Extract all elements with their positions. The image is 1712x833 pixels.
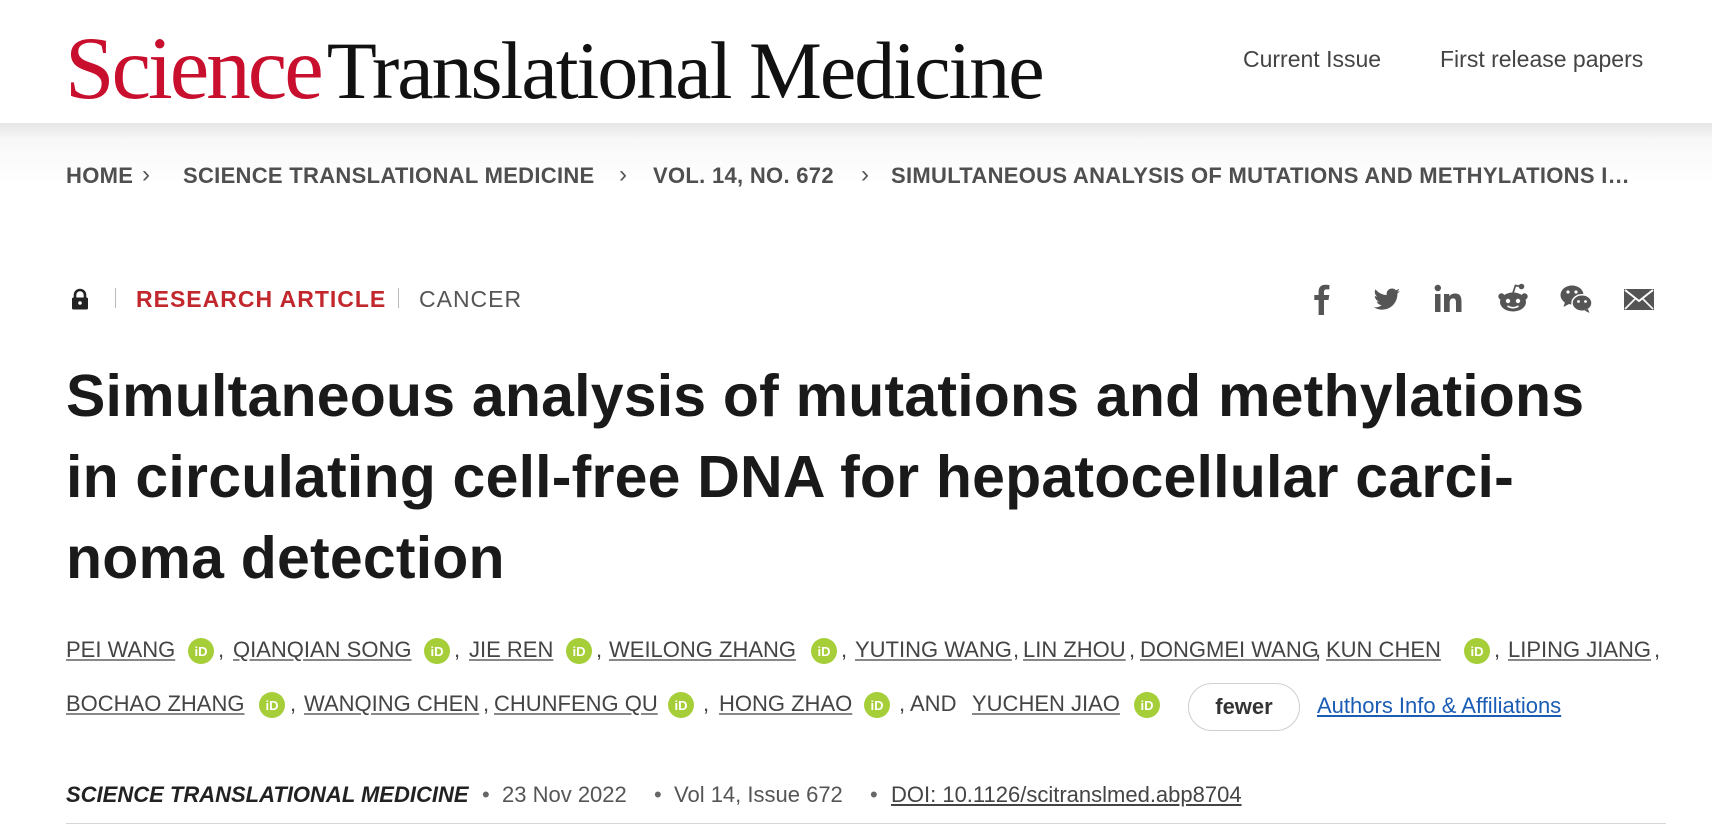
svg-text:iD: iD [871,698,884,713]
site-header: ScienceTranslational Medicine Current Is… [0,0,1712,123]
breadcrumb-home[interactable]: HOME [66,163,134,188]
author-link[interactable]: HONG ZHAO [719,691,853,716]
author-separator: , [218,637,225,662]
citation-separator: • [870,782,878,807]
chevron-right-icon: › [142,163,150,188]
author-separator: , [290,691,297,716]
author-link[interactable]: WEILONG ZHANG [609,637,797,662]
author-separator: , [454,637,461,662]
author-link[interactable]: DONGMEI WANG [1140,637,1319,662]
author-link[interactable]: PEI WANG [66,637,176,662]
orcid-icon[interactable]: iD [259,692,285,718]
author-link[interactable]: WANQING CHEN [304,691,480,716]
article-title: Simultaneous analysis of mutations and m… [66,363,1585,591]
orcid-icon[interactable]: iD [1464,638,1490,664]
orcid-icon[interactable]: iD [188,638,214,664]
journal-logo[interactable]: ScienceTranslational Medicine [65,18,1045,120]
subject-label[interactable]: CANCER [419,286,523,312]
orcid-icon[interactable]: iD [864,692,890,718]
citation-separator: • [654,782,662,807]
author-separator: , [1315,637,1322,662]
doi-link[interactable]: DOI: 10.1126/scitranslmed.abp8704 [891,782,1242,807]
breadcrumb-current-article: SIMULTANEOUS ANALYSIS OF MUTATIONS AND M… [891,163,1630,188]
chevron-right-icon: › [861,163,869,188]
nav-first-release-papers[interactable]: First release papers [1440,46,1644,72]
logo-journal-name: Translational Medicine [326,25,1045,116]
nav-current-issue[interactable]: Current Issue [1243,46,1382,72]
email-icon[interactable] [1622,282,1656,316]
citation-volume-issue[interactable]: Vol 14, Issue 672 [674,782,843,807]
citation-journal[interactable]: SCIENCE TRANSLATIONAL MEDICINE [66,782,469,807]
author-separator: , [1654,637,1661,662]
author-separator: , [703,691,710,716]
orcid-icon[interactable]: iD [1134,692,1160,718]
breadcrumb: HOME › SCIENCE TRANSLATIONAL MEDICINE › … [66,163,1666,193]
orcid-icon[interactable]: iD [668,692,694,718]
author-link[interactable]: LIPING JIANG [1508,637,1652,662]
orcid-icon[interactable]: iD [424,638,450,664]
author-separator: , [1129,637,1136,662]
author-separator: , [483,691,490,716]
author-link[interactable]: YUCHEN JIAO [972,691,1120,716]
chevron-right-icon: › [619,163,627,188]
author-separator: , [1013,637,1020,662]
svg-text:iD: iD [818,644,831,659]
orcid-icon[interactable]: iD [566,638,592,664]
citation-line: SCIENCE TRANSLATIONAL MEDICINE • 23 Nov … [66,782,1666,812]
logo-science: Science [65,20,324,118]
breadcrumb-issue[interactable]: VOL. 14, NO. 672 [653,163,834,188]
meta-divider [115,288,116,308]
authors-info-affiliations-link[interactable]: Authors Info & Affiliations [1317,693,1562,718]
wechat-icon[interactable] [1559,282,1593,316]
svg-text:iD: iD [431,644,444,659]
author-list: PEI WANG iD , QIANQIAN SONG iD , JIE REN… [66,637,1666,747]
citation-separator: • [482,782,490,807]
author-link[interactable]: KUN CHEN [1326,637,1441,662]
lock-icon [72,288,88,310]
svg-text:iD: iD [266,698,279,713]
orcid-icon[interactable]: iD [811,638,837,664]
svg-text:iD: iD [675,698,688,713]
meta-divider [398,288,399,308]
author-separator: , [1494,637,1501,662]
reddit-icon[interactable] [1496,282,1530,316]
author-link[interactable]: CHUNFENG QU [494,691,658,716]
svg-text:iD: iD [573,644,586,659]
author-separator: , [841,637,848,662]
author-link[interactable]: YUTING WANG [855,637,1012,662]
citation-date: 23 Nov 2022 [502,782,627,807]
and-separator: , AND [899,691,957,716]
author-link[interactable]: JIE REN [469,637,554,662]
twitter-icon[interactable] [1369,282,1403,316]
svg-text:iD: iD [1141,698,1154,713]
author-link[interactable]: BOCHAO ZHANG [66,691,245,716]
facebook-icon[interactable] [1305,282,1339,316]
divider [66,823,1666,824]
fewer-authors-button[interactable]: fewer [1188,683,1300,731]
article-type-label[interactable]: RESEARCH ARTICLE [136,286,387,312]
breadcrumb-journal[interactable]: SCIENCE TRANSLATIONAL MEDICINE [183,163,595,188]
svg-text:iD: iD [1471,644,1484,659]
linkedin-icon[interactable] [1432,282,1466,316]
svg-text:iD: iD [195,644,208,659]
author-link[interactable]: LIN ZHOU [1023,637,1126,662]
author-link[interactable]: QIANQIAN SONG [233,637,412,662]
header-shadow-band [0,123,1712,233]
author-separator: , [596,637,603,662]
